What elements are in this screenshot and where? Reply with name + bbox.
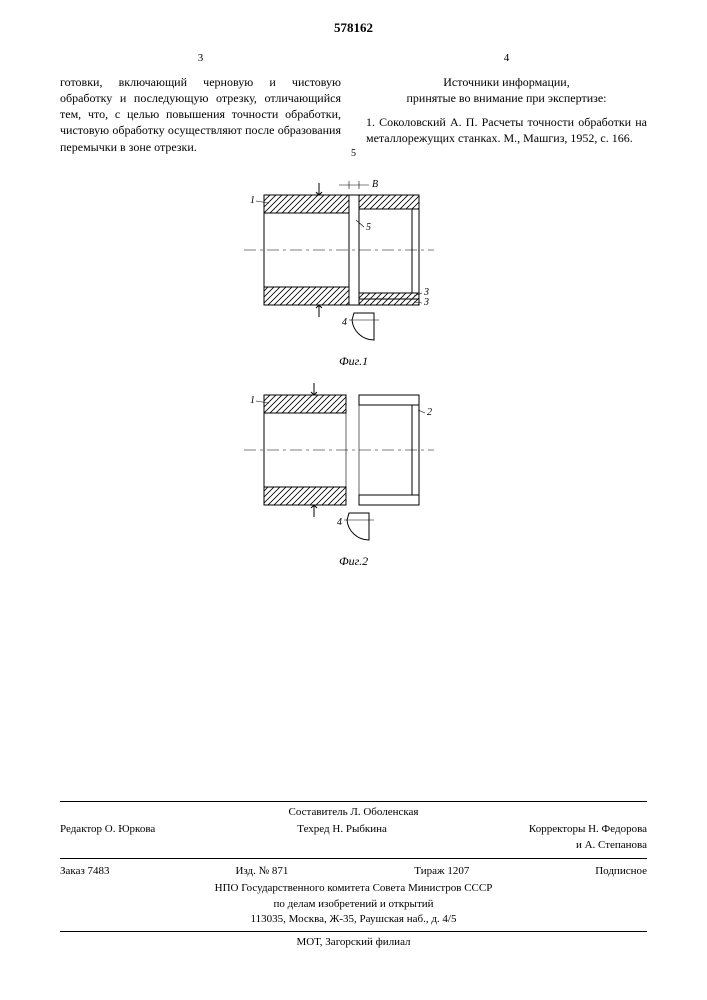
svg-text:3: 3 <box>423 297 429 308</box>
footer-izd: Изд. № 871 <box>235 864 288 879</box>
figure-1: 4 В 1 5 3 3 Фиг.1 <box>244 179 434 368</box>
col-left-number: 3 <box>60 51 341 66</box>
margin-line-number: 5 <box>351 148 356 159</box>
footer-podpisnoe: Подписное <box>595 864 647 879</box>
col-right-heading: Источники информации, принятые во вниман… <box>366 74 647 106</box>
fig1-label: Фиг.1 <box>339 354 368 368</box>
footer-address: 113035, Москва, Ж-35, Раушская наб., д. … <box>60 912 647 927</box>
fig2-label: Фиг.2 <box>339 554 368 568</box>
svg-text:1: 1 <box>250 395 255 406</box>
patent-number: 578162 <box>60 20 647 36</box>
col-right-number: 4 <box>366 51 647 66</box>
footer-org1: НПО Государственного комитета Совета Мин… <box>60 881 647 896</box>
text-columns: 3 готовки, включающий черновую и чистову… <box>60 51 647 155</box>
footer-zakaz: Заказ 7483 <box>60 864 110 879</box>
column-left: 3 готовки, включающий черновую и чистову… <box>60 51 341 155</box>
footer-tirazh: Тираж 1207 <box>414 864 469 879</box>
footer-org2: по делам изобретений и открытий <box>60 897 647 912</box>
figure-2: 4 1 2 Фиг.2 <box>244 383 434 568</box>
technical-diagrams: 4 В 1 5 3 3 Фиг.1 <box>224 175 484 595</box>
svg-text:4: 4 <box>342 317 347 328</box>
svg-text:2: 2 <box>427 407 432 418</box>
svg-text:1: 1 <box>250 195 255 206</box>
svg-text:В: В <box>372 179 378 190</box>
column-right: 4 Источники информации, принятые во вним… <box>366 51 647 155</box>
footer-tehred: Техред Н. Рыбкина <box>297 822 387 853</box>
figures-container: 4 В 1 5 3 3 Фиг.1 <box>60 175 647 595</box>
svg-text:4: 4 <box>337 517 342 528</box>
footer-block: Составитель Л. Оболенская Редактор О. Юр… <box>60 798 647 950</box>
col-left-text: готовки, включающий черновую и чистовую … <box>60 74 341 155</box>
col-right-reference: 1. Соколовский А. П. Расчеты точности об… <box>366 114 647 146</box>
footer-sostavitel: Составитель Л. Оболенская <box>60 805 647 820</box>
svg-text:5: 5 <box>366 222 371 233</box>
footer-mot: МОТ, Загорский филиал <box>60 935 647 950</box>
footer-korrektory: Корректоры Н. Федорова и А. Степанова <box>529 822 647 853</box>
footer-redaktor: Редактор О. Юркова <box>60 822 155 853</box>
